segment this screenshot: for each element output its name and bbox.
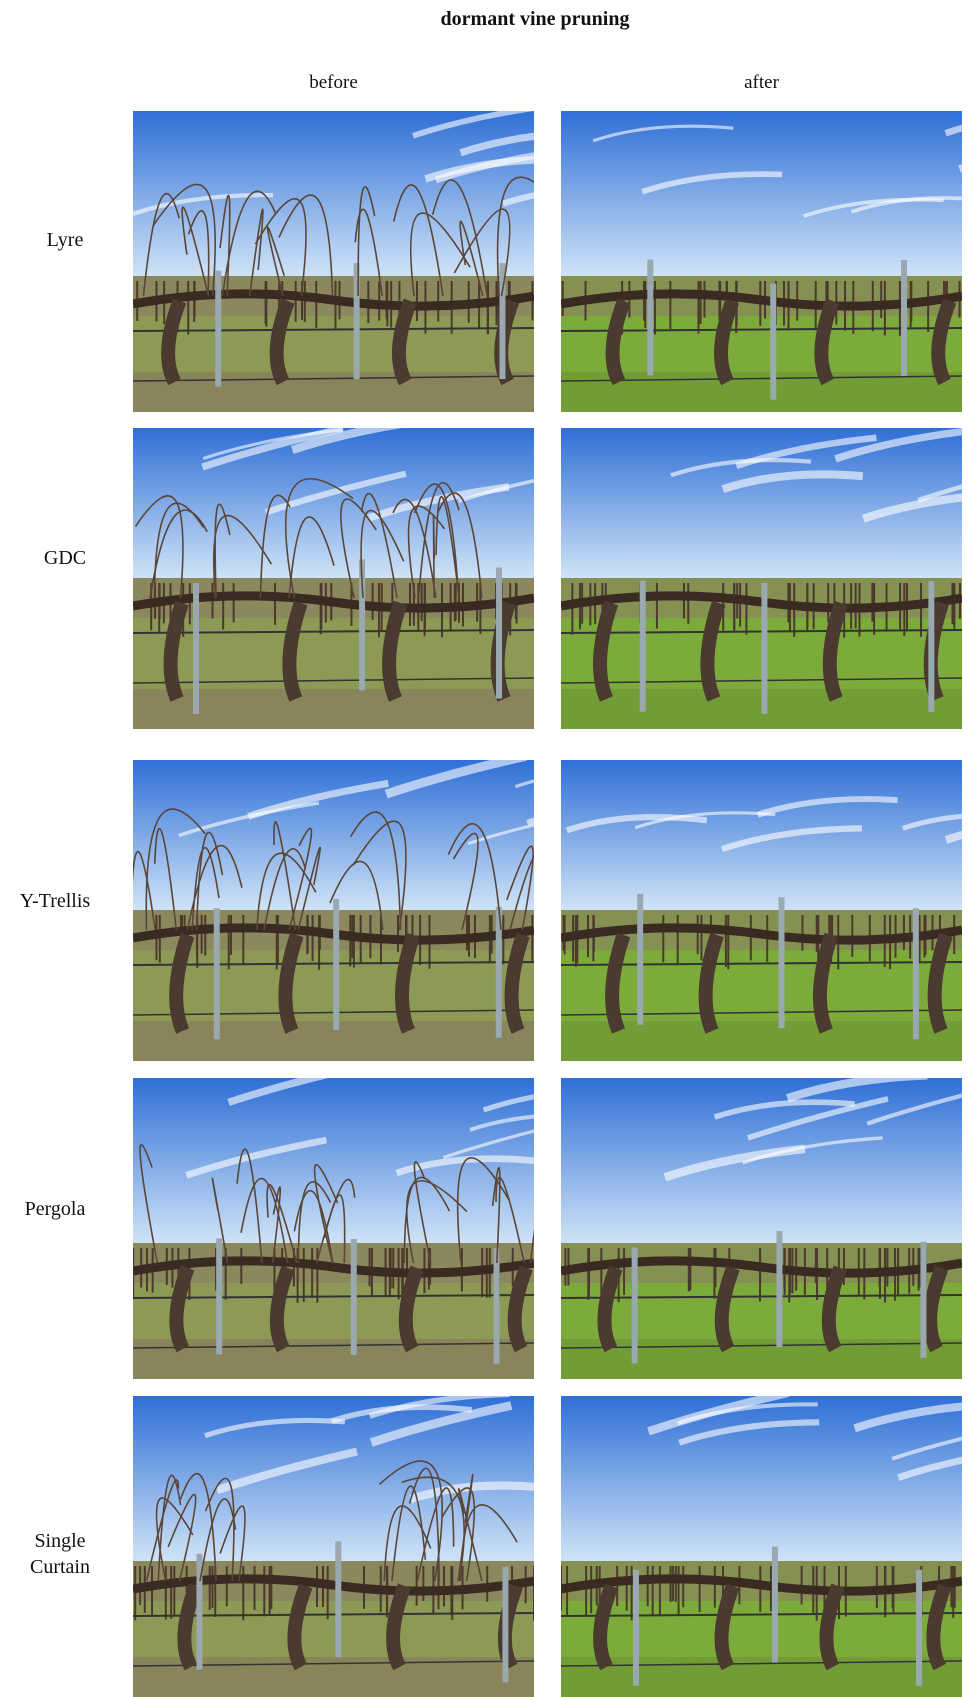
- post: [778, 897, 784, 1028]
- row-label: Single Curtain: [10, 1528, 110, 1580]
- post: [335, 1541, 341, 1657]
- photo: [561, 428, 962, 729]
- photo: [133, 760, 534, 1061]
- sky: [561, 428, 962, 578]
- post: [647, 259, 653, 375]
- post: [193, 583, 199, 714]
- post: [761, 583, 767, 714]
- post: [640, 581, 646, 712]
- cane: [433, 515, 434, 598]
- post: [216, 1238, 222, 1354]
- photo: [133, 428, 534, 729]
- post: [920, 1242, 926, 1358]
- row-label: Y-Trellis: [0, 888, 110, 914]
- photo: [561, 760, 962, 1061]
- sky: [133, 428, 534, 578]
- post: [916, 1570, 922, 1686]
- row-label: GDC: [10, 545, 120, 571]
- row-label: Pergola: [0, 1196, 110, 1222]
- photo: [133, 1396, 534, 1697]
- photo: [561, 1078, 962, 1379]
- sky: [561, 111, 962, 276]
- page: dormant vine pruning before after Lyre GD…: [0, 0, 969, 1697]
- post: [502, 1566, 508, 1682]
- column-header: after: [561, 72, 962, 94]
- post: [632, 1247, 638, 1363]
- post: [637, 894, 643, 1025]
- photo: [561, 111, 962, 412]
- post: [333, 899, 339, 1030]
- sky: [561, 760, 962, 910]
- post: [496, 568, 502, 699]
- post: [770, 284, 776, 400]
- post: [494, 1248, 500, 1364]
- post: [913, 908, 919, 1039]
- post: [928, 581, 934, 712]
- post: [776, 1231, 782, 1347]
- post: [351, 1239, 357, 1355]
- post: [901, 260, 907, 376]
- sky: [133, 760, 534, 910]
- column-header: before: [133, 72, 534, 94]
- sky: [561, 1078, 962, 1243]
- post: [772, 1547, 778, 1663]
- photo: [561, 1396, 962, 1697]
- post: [214, 908, 220, 1039]
- sky: [133, 111, 534, 276]
- photo: [133, 111, 534, 412]
- figure-title: dormant vine pruning: [0, 8, 969, 31]
- post: [215, 271, 221, 387]
- photo: [133, 1078, 534, 1379]
- post: [633, 1570, 639, 1686]
- row-label: Lyre: [10, 227, 120, 253]
